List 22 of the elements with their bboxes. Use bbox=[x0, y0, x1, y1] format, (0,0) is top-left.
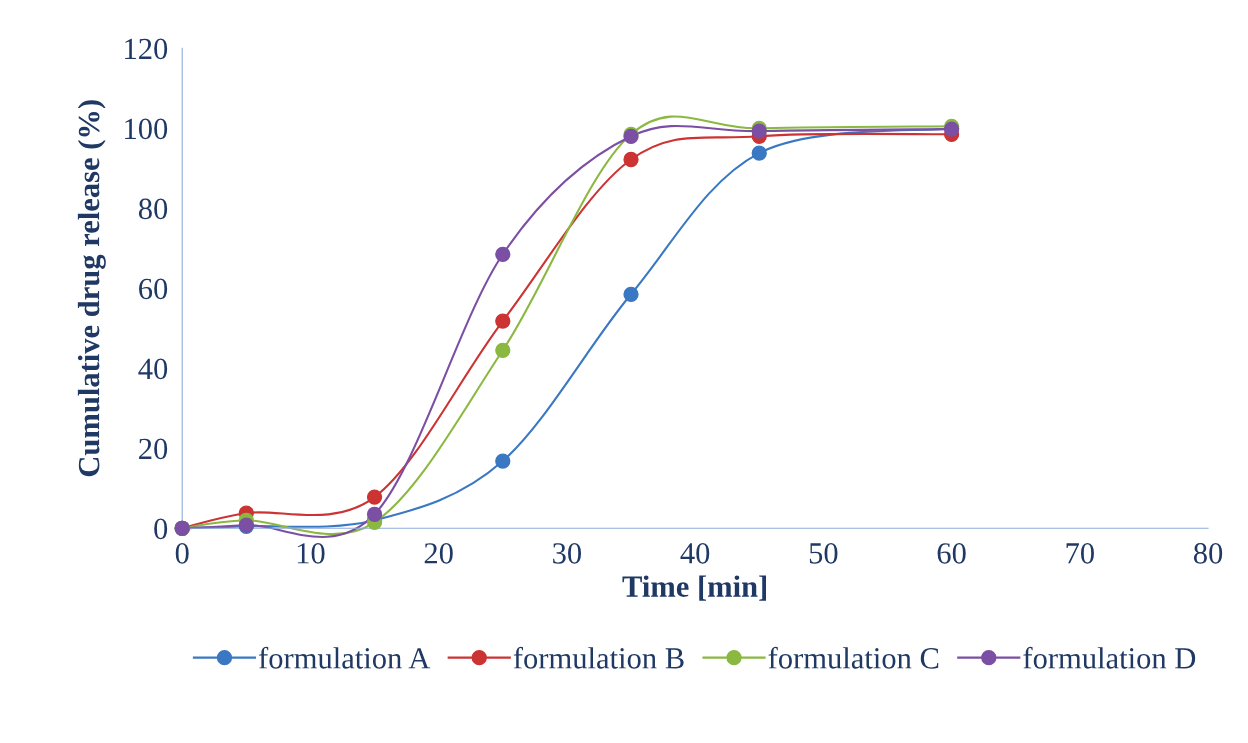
legend-label: formulation D bbox=[1023, 646, 1196, 669]
x-tick-label: 20 bbox=[424, 543, 453, 564]
y-tick-label: 100 bbox=[125, 118, 168, 140]
y-tick-label: 0 bbox=[154, 518, 168, 540]
x-tick-label: 50 bbox=[809, 543, 838, 564]
legend-label: formulation A bbox=[259, 646, 431, 669]
x-tick-label: 40 bbox=[680, 543, 710, 564]
y-tick-label: 60 bbox=[139, 278, 168, 300]
x-tick-label: 60 bbox=[937, 543, 966, 564]
legend-label: formulation C bbox=[768, 646, 939, 669]
x-tick-label: 30 bbox=[553, 543, 582, 564]
x-axis-title: Time [min] bbox=[622, 575, 767, 601]
x-tick-label: 0 bbox=[175, 543, 189, 564]
y-tick-label: 20 bbox=[139, 438, 168, 460]
y-tick-label: 120 bbox=[125, 38, 168, 60]
x-tick-label: 70 bbox=[1066, 543, 1094, 564]
x-tick-label: 10 bbox=[297, 543, 325, 564]
y-axis-title: Cumulative drug release (%) bbox=[77, 100, 106, 477]
x-tick-label: 80 bbox=[1193, 543, 1223, 564]
y-tick-label: 80 bbox=[138, 198, 168, 220]
legend-label: formulation B bbox=[513, 646, 684, 669]
y-tick-label: 40 bbox=[138, 358, 168, 380]
